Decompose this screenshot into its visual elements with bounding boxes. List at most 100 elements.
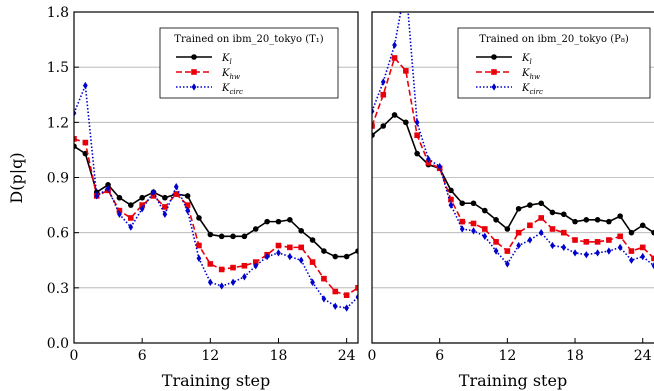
left-legend-entries: Kl Khw Kcirc <box>176 53 243 96</box>
point-k-l-3 <box>403 119 409 126</box>
legend-label-k-l: Kl <box>521 53 532 66</box>
point-k-hw-14 <box>230 264 236 271</box>
point-k-l-11 <box>196 215 202 221</box>
point-k-hw-2 <box>391 55 398 61</box>
y-tick-label-0-0: 0.0 <box>47 336 69 352</box>
point-k-hw-3 <box>403 68 409 74</box>
y-tick-label-0-3: 0.3 <box>47 281 69 297</box>
point-k-circ-3 <box>105 184 111 193</box>
point-k-l-4 <box>414 150 420 157</box>
point-k-hw-0 <box>372 123 375 129</box>
point-k-circ-23 <box>629 256 634 264</box>
point-k-hw-19 <box>583 239 590 245</box>
legend-marker-k-l <box>491 54 497 60</box>
point-k-l-13 <box>515 205 522 212</box>
legend-entry-k-circ: Kcirc <box>176 83 243 96</box>
legend-label-k-circ: Kcirc <box>221 83 243 96</box>
point-k-hw-18 <box>572 237 578 243</box>
point-k-hw-24 <box>343 292 350 298</box>
point-k-l-0 <box>372 132 375 139</box>
point-k-circ-22 <box>617 243 623 252</box>
point-k-hw-7 <box>448 196 454 203</box>
legend-marker-k-hw <box>191 69 197 75</box>
point-k-hw-10 <box>482 226 488 232</box>
point-k-l-2 <box>391 112 398 118</box>
x-tick-label-24: 24 <box>338 348 356 364</box>
point-k-hw-20 <box>298 244 304 251</box>
point-k-l-21 <box>606 218 612 225</box>
point-k-l-18 <box>572 218 578 225</box>
left-legend: Trained on ibm_20_tokyo (T₁) Kl Khw Kcirc <box>159 27 339 99</box>
point-k-hw-4 <box>414 132 420 139</box>
point-k-circ-11 <box>196 254 202 263</box>
y-tick-label-0-6: 0.6 <box>47 226 69 242</box>
point-k-hw-17 <box>560 229 567 236</box>
point-k-hw-22 <box>617 233 623 240</box>
x-tick-label-12: 12 <box>201 348 219 364</box>
left-legend-title: Trained on ibm_20_tokyo (T₁) <box>174 34 324 45</box>
point-k-l-22 <box>617 213 623 219</box>
point-k-circ-4 <box>414 118 420 126</box>
series-line-k-circ <box>74 85 358 309</box>
point-k-l-16 <box>549 209 556 216</box>
right-legend-title: Trained on ibm_20_tokyo (P₈) <box>479 34 629 45</box>
point-k-circ-12 <box>207 278 213 286</box>
point-k-l-7 <box>448 187 454 194</box>
point-k-circ-22 <box>321 295 327 303</box>
point-k-l-3 <box>105 182 111 188</box>
point-k-l-20 <box>594 216 601 223</box>
point-k-l-9 <box>470 200 477 207</box>
legend-marker-k-circ <box>491 83 497 91</box>
point-k-circ-7 <box>151 188 156 196</box>
point-k-circ-23 <box>332 302 338 310</box>
point-k-circ-20 <box>595 249 600 257</box>
legend-marker-k-l <box>191 54 197 60</box>
point-k-circ-9 <box>471 227 476 235</box>
point-k-l-1 <box>380 123 387 129</box>
right-plot-frame <box>371 11 654 344</box>
series-k-circ <box>372 12 654 270</box>
point-k-circ-2 <box>94 192 100 200</box>
point-k-hw-22 <box>321 275 327 282</box>
point-k-l-14 <box>527 202 533 208</box>
point-k-hw-23 <box>628 248 635 254</box>
point-k-circ-11 <box>493 247 499 255</box>
point-k-hw-5 <box>128 215 134 221</box>
point-k-circ-20 <box>298 256 304 264</box>
left-panel: 0.0 0.3 0.6 0.9 1.2 1.5 1.8 0 6 12 18 24 Trained o… <box>7 5 359 390</box>
point-k-l-25 <box>355 248 358 254</box>
point-k-hw-13 <box>515 229 522 236</box>
point-k-circ-6 <box>437 162 443 171</box>
point-k-circ-10 <box>185 206 190 215</box>
point-k-l-13 <box>218 233 225 240</box>
point-k-circ-17 <box>561 243 567 252</box>
point-k-hw-7 <box>150 193 157 199</box>
point-k-l-17 <box>560 211 567 218</box>
point-k-circ-6 <box>139 205 145 213</box>
right-series <box>372 12 654 270</box>
point-k-hw-11 <box>196 242 202 249</box>
point-k-circ-16 <box>550 241 555 250</box>
point-k-l-10 <box>184 193 191 199</box>
x-tick-label-0: 0 <box>70 348 79 364</box>
point-k-hw-9 <box>470 220 477 227</box>
legend-entry-k-hw: Khw <box>476 68 540 81</box>
point-k-l-16 <box>252 226 259 232</box>
point-k-l-21 <box>309 237 316 243</box>
point-k-circ-12 <box>504 260 510 268</box>
y-tick-label-0-9: 0.9 <box>47 171 69 187</box>
point-k-hw-4 <box>116 207 123 214</box>
point-k-l-14 <box>230 233 236 240</box>
y-tick-label-1-2: 1.2 <box>47 115 69 131</box>
legend-label-k-circ: Kcirc <box>521 83 543 96</box>
point-k-l-19 <box>583 216 590 223</box>
point-k-l-10 <box>482 207 488 214</box>
point-k-hw-0 <box>74 136 77 142</box>
series-k-l <box>372 112 654 236</box>
point-k-l-15 <box>538 200 544 207</box>
point-k-circ-2 <box>392 41 397 49</box>
point-k-circ-13 <box>516 241 522 250</box>
point-k-circ-18 <box>276 249 281 257</box>
x-tick-label-18: 18 <box>270 348 288 364</box>
